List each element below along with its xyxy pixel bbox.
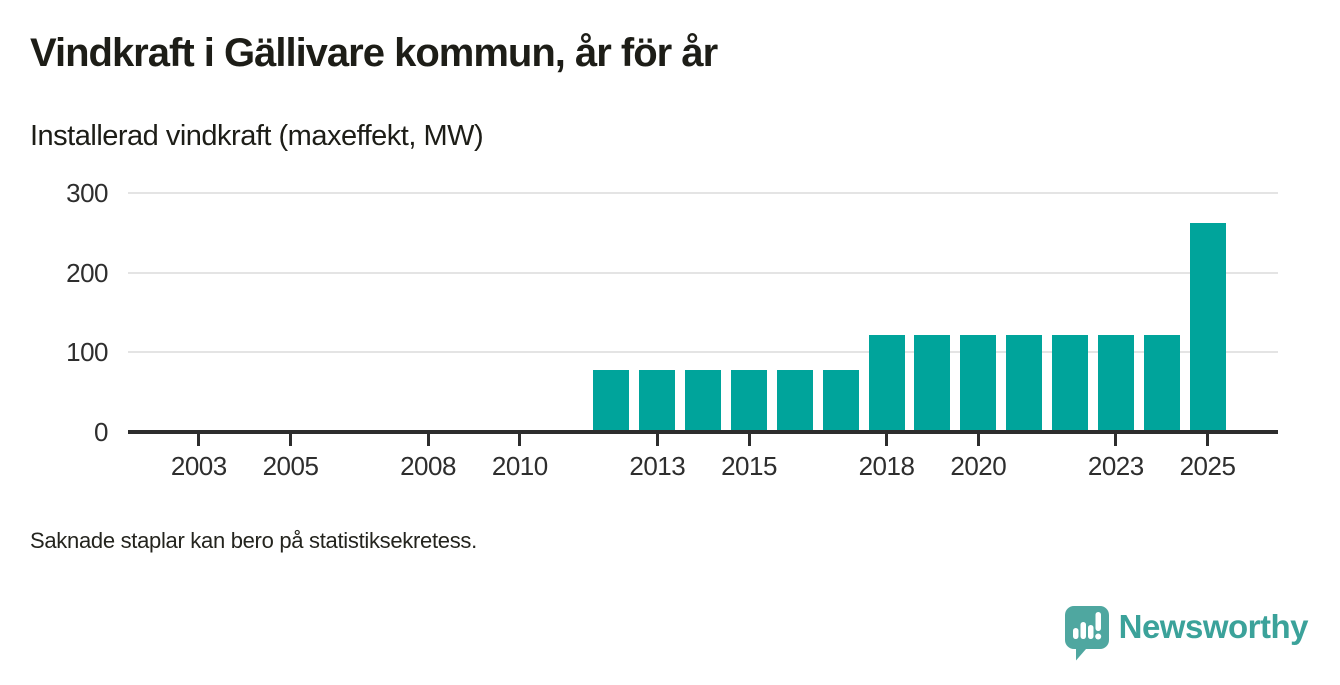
x-tick-2010	[518, 434, 522, 446]
chart-subtitle: Installerad vindkraft (maxeffekt, MW)	[30, 120, 484, 152]
x-axis-line	[128, 430, 1278, 434]
footnote: Saknade staplar kan bero på statistiksek…	[30, 528, 477, 553]
gridline-200	[128, 271, 1278, 274]
newsworthy-logo-text: Newsworthy	[1118, 608, 1309, 645]
bar-2012	[593, 369, 630, 432]
x-tick-2013	[655, 434, 659, 446]
x-tick-label: 2020	[950, 451, 1007, 481]
bar-2013	[639, 369, 676, 432]
x-tick-label: 2008	[400, 451, 456, 481]
x-tick-2020	[976, 434, 980, 446]
bar-2019	[914, 334, 951, 432]
y-tick-label: 300	[66, 178, 108, 208]
y-tick-label: 200	[66, 257, 108, 288]
bar-2016	[776, 369, 813, 432]
bar-2024	[1143, 334, 1180, 432]
x-tick-label: 2023	[1087, 451, 1144, 481]
x-tick-2003	[197, 434, 201, 446]
x-tick-2023	[1114, 434, 1118, 446]
x-tick-label: 2018	[858, 451, 915, 481]
gridline-300	[128, 192, 1278, 194]
bar-2021	[1006, 334, 1043, 432]
bar-2017	[822, 369, 859, 432]
x-tick-2005	[289, 434, 292, 446]
x-tick-label: 2013	[629, 451, 686, 481]
x-tick-2018	[885, 434, 888, 446]
bar-2018	[868, 334, 905, 432]
bar-2014	[685, 369, 722, 432]
bar-2022	[1052, 334, 1088, 432]
bar-2023	[1097, 334, 1134, 432]
chart-title: Vindkraft i Gällivare kommun, år för år	[30, 31, 718, 75]
x-tick-2008	[426, 434, 430, 446]
newsworthy-logo: Newsworthy	[1064, 605, 1309, 665]
x-tick-label: 2005	[262, 451, 319, 481]
x-tick-2025	[1206, 434, 1209, 446]
bar-2015	[731, 369, 767, 432]
y-tick-label: 100	[66, 337, 108, 368]
gridline-100	[128, 351, 1278, 354]
bar-2020	[960, 334, 997, 432]
speech-bubble-bar-chart-icon	[1064, 606, 1109, 661]
x-tick-label: 2015	[721, 451, 777, 481]
x-tick-label: 2010	[491, 451, 548, 481]
x-tick-label: 2003	[170, 451, 227, 481]
bar-2025	[1189, 223, 1226, 432]
y-tick-label: 0	[94, 417, 108, 447]
x-tick-label: 2025	[1179, 451, 1236, 481]
x-tick-2015	[747, 434, 751, 446]
